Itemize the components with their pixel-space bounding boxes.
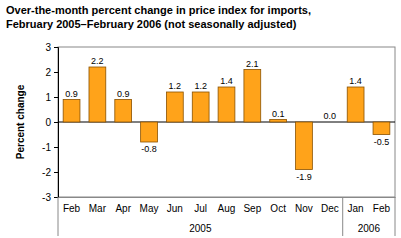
bar [166,92,183,122]
group-label: 2006 [358,223,381,234]
x-tick-label: May [140,203,159,214]
title: Over-the-month percent change in price i… [6,4,311,16]
y-tick: -3 [42,192,58,203]
y-tick-label: -2 [42,167,51,178]
y-axis-title: Percent change [15,84,26,159]
bar [296,122,313,170]
data-label: 2.2 [91,56,104,66]
x-tick-label: Sep [243,203,261,214]
y-tick-mark [54,197,58,198]
x-tick-label: Oct [270,203,286,214]
x-tick: Apr [115,197,131,214]
y-tick: -1 [42,142,58,153]
y-axis-line [54,48,59,198]
data-label: 1.4 [349,76,362,86]
y-tick-mark [54,47,58,48]
data-label: -0.8 [141,144,157,154]
bar [218,87,235,122]
y-tick: 3 [45,42,58,53]
x-tick: Oct [270,197,286,214]
y-tick: 0 [45,117,58,128]
bar [192,92,209,122]
y-tick: 2 [45,67,58,78]
y-tick-mark [54,172,58,173]
title: February 2005–February 2006 (not seasona… [6,18,297,30]
y-tick-mark [54,97,58,98]
x-tick-label: Dec [321,203,339,214]
y-tick-label: 2 [45,67,51,78]
y-tick-label: 3 [45,42,51,53]
plot-frame [58,47,395,197]
x-tick-label: Mar [89,203,107,214]
data-label: 0.1 [272,109,285,119]
bar [321,122,338,123]
x-tick-label: Feb [63,203,81,214]
bars [63,67,390,170]
bar [347,87,364,122]
x-tick-label: Apr [115,203,131,214]
y-tick-mark [54,147,58,148]
y-tick-mark [54,122,58,123]
data-label: 1.2 [194,81,207,91]
data-label: -1.9 [296,172,312,182]
x-axis-line [59,197,396,198]
group-separator [342,197,343,236]
x-tick-label: Jan [348,203,364,214]
x-tick: Aug [218,197,236,214]
x-tick: Jun [167,197,183,214]
y-tick-label: 0 [45,117,51,128]
y-tick-label: 1 [45,92,51,103]
x-tick: Jul [194,197,207,214]
group-label: 2005 [189,223,212,234]
data-label: 1.2 [169,81,182,91]
x-tick: Dec [321,197,339,214]
data-label: -0.5 [374,137,390,147]
y-tick-label: -1 [42,142,51,153]
bar [115,100,132,123]
x-tick: Jan [348,197,364,214]
bar [141,122,158,142]
y-axis: -3 -2 -1 0 1 2 3 [42,42,58,203]
x-tick-label: Nov [295,203,313,214]
y-tick-label: -3 [42,192,51,203]
x-axis: Feb Mar Apr May Jun Jul Aug Sep Oct Nov Dec Jan Feb [59,197,396,214]
bar [89,67,106,122]
y-tick: -2 [42,167,58,178]
y-tick-mark [54,72,58,73]
x-tick-label: Jun [167,203,183,214]
data-label: 1.4 [220,76,233,86]
x-tick: Sep [243,197,261,214]
group-separator [395,197,396,236]
x-tick: Mar [89,197,107,214]
data-label: 0.9 [65,89,78,99]
group-separator [58,197,59,236]
x-tick: Nov [295,197,313,214]
y-tick: 1 [45,92,58,103]
x-tick-label: Jul [194,203,207,214]
bar [244,70,261,123]
x-tick-label: Aug [218,203,236,214]
data-label: 2.1 [246,59,259,69]
data-label: 0.0 [324,111,337,121]
chart: Over-the-month percent change in price i… [0,0,401,238]
data-label: 0.9 [117,89,130,99]
x-tick-label: Feb [373,203,391,214]
bar [63,100,80,123]
bar [373,122,390,135]
x-tick: May [140,197,159,214]
x-tick: Feb [373,197,391,214]
bar [270,120,287,123]
x-tick: Feb [63,197,81,214]
